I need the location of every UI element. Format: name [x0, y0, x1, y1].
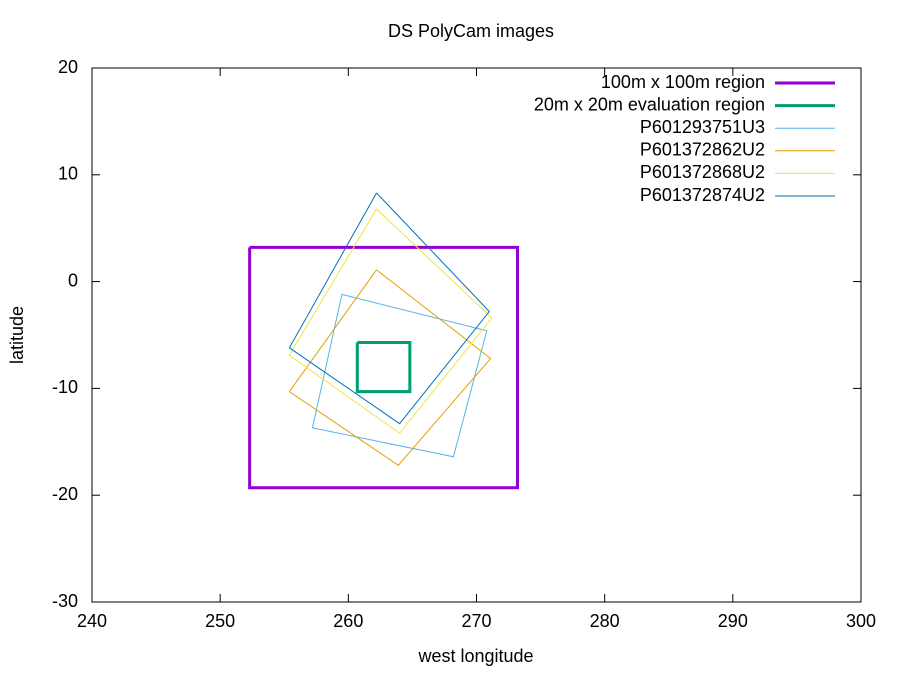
- legend-label: P601372874U2: [640, 185, 765, 205]
- y-tick-label: 10: [58, 164, 78, 184]
- y-tick-label: -10: [52, 377, 78, 397]
- series-line: [311, 293, 488, 458]
- legend-label: 20m x 20m evaluation region: [534, 94, 765, 114]
- y-tick-label: 0: [68, 270, 78, 290]
- y-tick-label: -20: [52, 484, 78, 504]
- series-line: [288, 208, 493, 434]
- chart-title: DS PolyCam images: [388, 21, 554, 41]
- legend-label: P601372868U2: [640, 162, 765, 182]
- x-tick-label: 290: [718, 611, 748, 631]
- legend-label: P601293751U3: [640, 117, 765, 137]
- y-tick-label: -30: [52, 591, 78, 611]
- series-line: [288, 269, 492, 466]
- x-tick-label: 280: [590, 611, 620, 631]
- legend-label: P601372862U2: [640, 140, 765, 160]
- legend-label: 100m x 100m region: [601, 72, 765, 92]
- y-axis-label: latitude: [7, 306, 27, 364]
- x-tick-label: 270: [461, 611, 491, 631]
- x-tick-label: 240: [77, 611, 107, 631]
- x-tick-label: 300: [846, 611, 876, 631]
- y-tick-label: 20: [58, 57, 78, 77]
- x-tick-label: 260: [333, 611, 363, 631]
- x-tick-label: 250: [205, 611, 235, 631]
- x-axis-label: west longitude: [417, 646, 533, 666]
- series-line: [355, 340, 412, 394]
- series-line: [288, 192, 490, 425]
